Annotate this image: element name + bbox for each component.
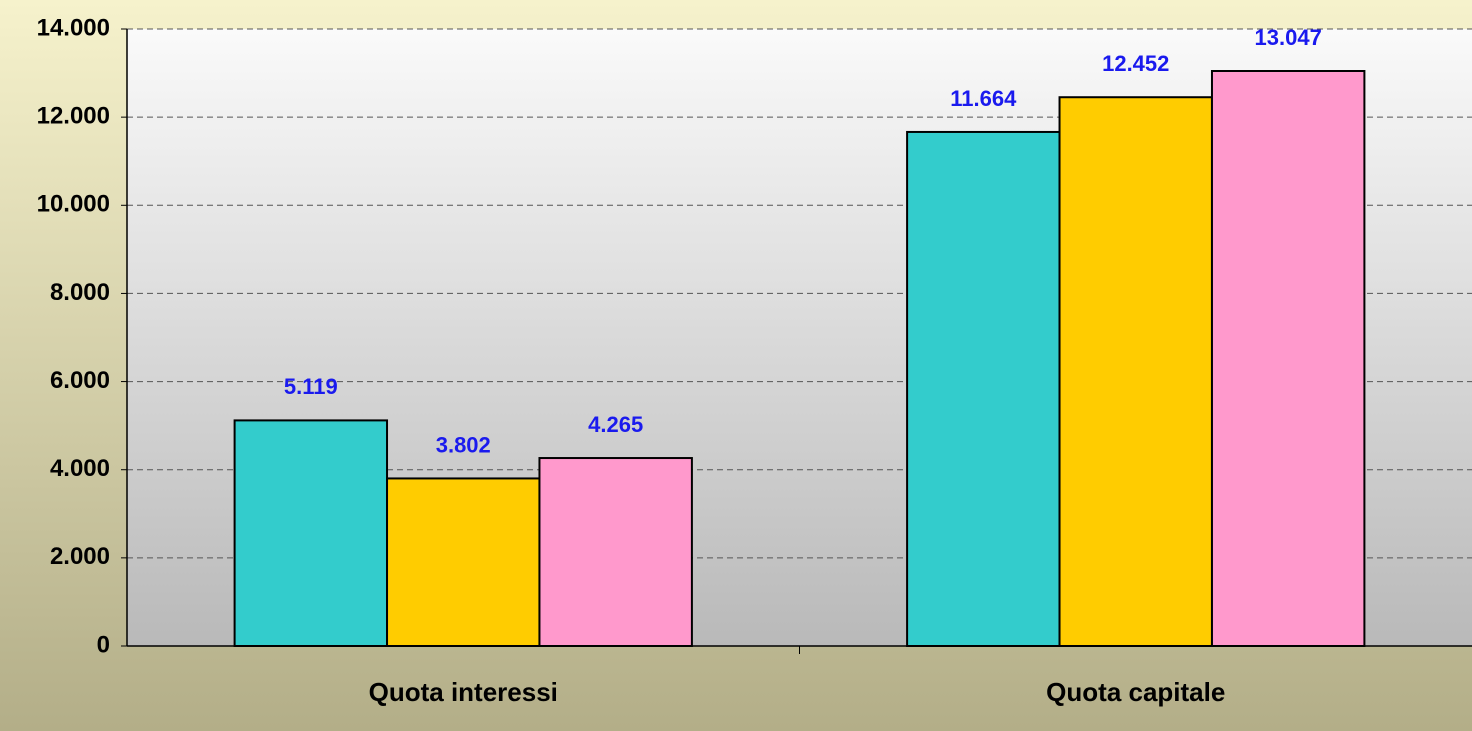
y-tick-label: 8.000 — [50, 279, 110, 306]
x-tick-label: Quota capitale — [1046, 677, 1225, 707]
y-tick-label: 4.000 — [50, 455, 110, 482]
bar — [233, 419, 389, 647]
bar — [386, 477, 541, 647]
data-label: 4.265 — [588, 412, 643, 437]
bar — [538, 457, 693, 648]
y-tick-label: 2.000 — [50, 543, 110, 570]
y-tick-label: 14.000 — [37, 14, 110, 41]
data-label: 3.802 — [436, 432, 491, 457]
data-label: 5.119 — [284, 374, 338, 399]
data-label: 12.452 — [1102, 51, 1169, 76]
bar — [1058, 96, 1213, 647]
bar — [906, 130, 1061, 647]
y-tick-label: 12.000 — [37, 102, 110, 129]
y-tick-label: 6.000 — [50, 367, 110, 394]
data-label: 13.047 — [1255, 25, 1322, 50]
y-tick-label: 0 — [97, 631, 110, 658]
bar — [1210, 70, 1366, 648]
y-tick-label: 10.000 — [37, 191, 110, 218]
data-label: 11.664 — [950, 86, 1017, 111]
x-tick-label: Quota interessi — [369, 677, 558, 707]
